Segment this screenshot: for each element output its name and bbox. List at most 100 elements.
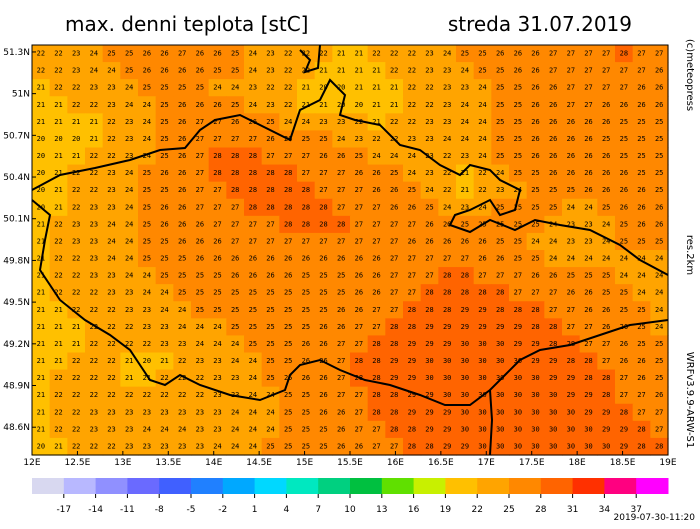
temperature-cell xyxy=(155,45,174,63)
temperature-value: 30 xyxy=(567,442,575,450)
temperature-cell xyxy=(85,284,104,302)
temperature-cell xyxy=(579,369,598,388)
temperature-cell xyxy=(102,215,121,234)
temperature-value: 28 xyxy=(372,374,380,382)
temperature-cell xyxy=(526,45,545,63)
temperature-cell xyxy=(226,403,245,422)
temperature-cell xyxy=(420,284,439,302)
temperature-value: 24 xyxy=(249,50,257,58)
temperature-value: 24 xyxy=(249,442,257,450)
x-tick-label: 15E xyxy=(296,458,313,468)
temperature-cell xyxy=(650,215,669,234)
temperature-value: 21 xyxy=(461,186,469,194)
temperature-cell xyxy=(85,79,104,97)
temperature-value: 25 xyxy=(284,340,292,348)
temperature-cell xyxy=(456,369,475,388)
temperature-cell xyxy=(632,181,651,200)
temperature-cell xyxy=(367,437,386,456)
temperature-value: 23 xyxy=(443,84,451,92)
temperature-cell xyxy=(49,130,68,149)
temperature-value: 21 xyxy=(461,169,469,177)
temperature-value: 26 xyxy=(231,118,239,126)
temperature-cell xyxy=(226,79,245,97)
colorbar-bin xyxy=(381,478,415,494)
temperature-cell xyxy=(367,335,386,354)
temperature-value: 29 xyxy=(443,425,451,433)
temperature-value: 25 xyxy=(602,272,610,280)
temperature-value: 25 xyxy=(620,135,628,143)
temperature-value: 27 xyxy=(319,169,327,177)
temperature-cell xyxy=(473,45,492,63)
temperature-value: 25 xyxy=(284,408,292,416)
temperature-value: 21 xyxy=(302,84,310,92)
temperature-cell xyxy=(579,420,598,439)
temperature-value: 25 xyxy=(514,169,522,177)
temperature-value: 25 xyxy=(231,101,239,109)
temperature-value: 22 xyxy=(107,152,115,160)
temperature-cell xyxy=(456,352,475,371)
temperature-cell xyxy=(244,352,263,371)
temperature-value: 21 xyxy=(37,272,45,280)
temperature-value: 23 xyxy=(72,237,80,245)
temperature-cell xyxy=(403,403,422,422)
temperature-cell xyxy=(367,318,386,337)
temperature-cell xyxy=(155,386,174,405)
temperature-value: 24 xyxy=(514,186,522,194)
temperature-value: 25 xyxy=(655,169,663,177)
temperature-value: 26 xyxy=(319,152,327,160)
temperature-cell xyxy=(261,79,280,97)
temperature-value: 30 xyxy=(478,442,486,450)
temperature-value: 20 xyxy=(355,101,363,109)
temperature-cell xyxy=(403,284,422,302)
temperature-cell xyxy=(261,437,280,456)
y-tick-label: 50.7N xyxy=(3,131,30,141)
temperature-cell xyxy=(562,198,581,217)
temperature-cell xyxy=(102,79,121,97)
colorbar-bin xyxy=(63,478,97,494)
temperature-value: 25 xyxy=(655,152,663,160)
temperature-cell xyxy=(208,147,227,166)
temperature-value: 26 xyxy=(355,289,363,297)
temperature-cell xyxy=(473,113,492,132)
temperature-cell xyxy=(261,232,280,251)
temperature-cell xyxy=(632,79,651,97)
temperature-value: 23 xyxy=(425,135,433,143)
temperature-cell xyxy=(244,130,263,149)
temperature-cell xyxy=(297,301,316,319)
temperature-cell xyxy=(350,232,369,251)
colorbar-bin xyxy=(222,478,256,494)
temperature-value: 23 xyxy=(125,306,133,314)
temperature-value: 26 xyxy=(514,67,522,75)
temperature-cell xyxy=(491,79,510,97)
temperature-cell xyxy=(491,147,510,166)
temperature-value: 21 xyxy=(54,186,62,194)
temperature-cell xyxy=(173,232,192,251)
temperature-value: 25 xyxy=(178,84,186,92)
temperature-cell xyxy=(85,250,104,268)
temperature-value: 24 xyxy=(443,203,451,211)
temperature-value: 27 xyxy=(355,186,363,194)
temperature-value: 23 xyxy=(107,169,115,177)
temperature-cell xyxy=(615,301,634,319)
temperature-cell xyxy=(332,147,351,166)
temperature-cell xyxy=(314,267,333,285)
temperature-value: 25 xyxy=(143,203,151,211)
temperature-value: 26 xyxy=(196,101,204,109)
temperature-value: 26 xyxy=(620,169,628,177)
temperature-value: 28 xyxy=(284,169,292,177)
temperature-cell xyxy=(509,267,528,285)
temperature-value: 25 xyxy=(160,186,168,194)
temperature-value: 30 xyxy=(496,340,504,348)
temperature-value: 29 xyxy=(390,357,398,365)
temperature-cell xyxy=(350,113,369,132)
temperature-value: 21 xyxy=(37,391,45,399)
temperature-cell xyxy=(32,79,51,97)
temperature-value: 25 xyxy=(178,272,186,280)
temperature-cell xyxy=(138,250,157,268)
temperature-cell xyxy=(173,369,192,388)
temperature-cell xyxy=(297,45,316,63)
temperature-cell xyxy=(279,335,298,354)
temperature-cell xyxy=(491,45,510,63)
temperature-cell xyxy=(191,403,210,422)
temperature-cell xyxy=(650,420,669,439)
